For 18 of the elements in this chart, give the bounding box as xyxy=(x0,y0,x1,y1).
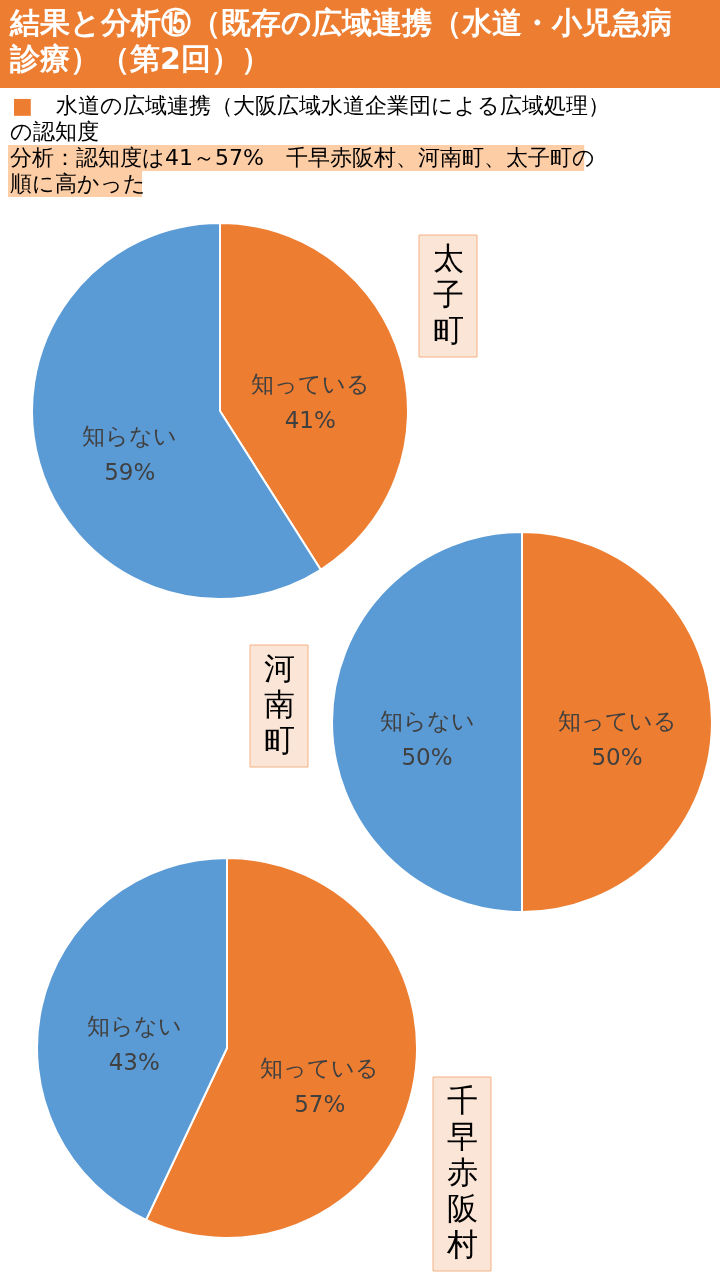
slice-label: 知っている xyxy=(557,708,677,734)
text: 千早赤阪村 xyxy=(445,1082,478,1262)
slice-label: 知らない xyxy=(86,1013,182,1040)
slice-label: 知っている xyxy=(260,1054,380,1081)
text: 河南町 xyxy=(263,650,295,758)
data-label: 41% xyxy=(284,406,336,433)
text: 結果と分析⑮（既存の広域連携（水道・小児急病診療）（第2回）） xyxy=(9,5,672,76)
slice-label: 知っている xyxy=(250,370,370,397)
slice-label: 知らない xyxy=(379,708,475,734)
slice-label: 知らない xyxy=(82,423,178,450)
data-label: 50% xyxy=(401,744,453,770)
data-label: 59% xyxy=(104,459,156,486)
data-label: 57% xyxy=(294,1090,346,1117)
data-label: 43% xyxy=(108,1049,160,1076)
text: 太子町 xyxy=(432,240,464,348)
data-label: 50% xyxy=(591,744,643,770)
text: ■ 水道の広域連携（大阪広域水道企業団による広域処理）の認知度 xyxy=(10,93,610,144)
text: 分析：認知度は41～57% 千早赤阪村、河南町、太子町の順に高かった xyxy=(10,145,595,196)
